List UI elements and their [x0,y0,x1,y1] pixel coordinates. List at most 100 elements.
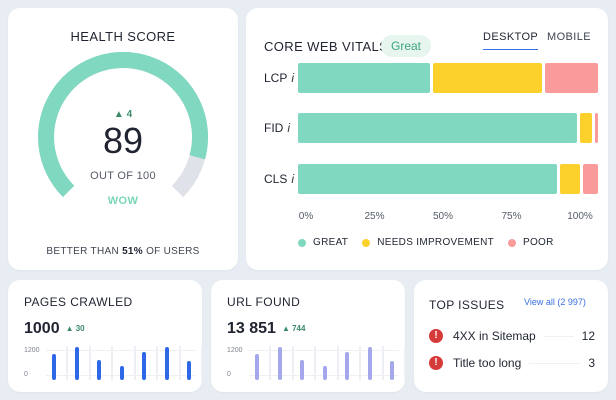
cwv-segment [595,113,598,143]
grid-line [46,350,196,351]
chart-bar [164,347,169,380]
comparison-suffix: OF USERS [142,246,200,257]
cwv-legend: GREAT NEEDS IMPROVEMENT POOR [298,237,554,248]
issue-divider [529,362,581,364]
chart-gap-line [66,346,68,380]
url-found-title: URL FOUND [227,295,301,309]
url-found-number: 13 851 [227,320,276,337]
chart-gap-line [314,346,316,380]
cwv-segment [433,63,543,93]
gauge-fill [38,52,208,198]
error-icon: ! [429,356,443,370]
issue-divider [543,335,574,337]
cwv-bar-fid [298,113,598,143]
chart-gap-line [404,346,406,380]
comparison-percent: 51% [122,246,143,257]
health-gauge [38,52,208,198]
chart-gap-line [133,346,136,380]
cwv-x-tick: 0% [298,211,314,222]
cwv-metric-name: CLS [264,172,288,186]
cwv-metric-name: FID [264,121,284,135]
url-found-delta-value: 744 [292,324,306,333]
cwv-segment [298,113,578,143]
cwv-bar-lcp [298,63,598,93]
urls-y-top: 1200 [227,347,243,354]
chart-bar [345,352,349,380]
legend-dot [508,238,516,247]
legend-label: POOR [523,237,554,248]
chart-bar [255,354,259,380]
cwv-segment [559,164,581,194]
cwv-x-tick: 25% [364,211,385,222]
cwv-metric-name: LCP [264,71,288,85]
chart-gap-line [359,346,361,380]
chart-gap-line [269,346,271,380]
cwv-row-label: LCP i [264,71,294,85]
chart-bar [142,352,146,380]
pages-crawled-title: PAGES CRAWLED [24,295,133,309]
issue-name: Title too long [453,356,522,370]
issue-row[interactable]: ! Title too long 3 [429,354,595,372]
chart-bar [74,346,79,380]
chart-gap-line [178,346,181,380]
tab-desktop[interactable]: DESKTOP [483,31,539,50]
grid-line [249,350,399,351]
health-comparison: BETTER THAN 51% OF USERS [8,246,238,257]
legend-label: GREAT [313,237,349,248]
url-found-value: 13 851 ▲ 744 [227,320,305,338]
chart-bar [300,360,304,380]
chart-bar [52,354,56,380]
cwv-row-label: FID i [264,121,290,135]
chart-bar [322,366,327,380]
chart-bar [277,346,282,380]
cwv-segment [580,113,593,143]
legend-item: POOR [508,237,554,248]
issue-count: 12 [581,329,595,343]
chart-gap-line [291,346,294,380]
pages-crawled-delta: ▲ 30 [65,324,85,333]
cwv-x-tick: 75% [501,211,522,222]
chart-bar [187,361,191,380]
legend-dot [362,238,371,247]
issue-row[interactable]: ! 4XX in Sitemap 12 [429,327,595,345]
cwv-x-tick: 50% [432,211,454,222]
cwv-status-badge: Great [381,35,432,57]
info-icon[interactable]: i [291,172,295,186]
core-web-vitals-card: CORE WEB VITALS Great DESKTOP MOBILE LCP… [246,8,608,270]
info-icon[interactable]: i [291,71,295,85]
cwv-segment [583,164,598,194]
urls-y-bottom: 0 [227,371,231,378]
chart-gap-line [201,346,203,380]
cwv-bar-cls [298,164,598,194]
tab-mobile[interactable]: MOBILE [547,31,591,43]
legend-item: NEEDS IMPROVEMENT [362,237,494,248]
chart-gap-line [336,346,339,380]
health-out-of: OUT OF 100 [90,170,156,182]
url-found-card: URL FOUND 13 851 ▲ 744 1200 0 [211,280,406,392]
comparison-prefix: BETTER THAN [46,246,123,257]
chart-gap-line [381,346,384,380]
pages-y-bottom: 0 [24,371,28,378]
view-all-issues-link[interactable]: View all (2 997) [524,297,586,307]
issue-count: 3 [588,356,595,370]
info-icon[interactable]: i [287,121,291,135]
issue-name: 4XX in Sitemap [453,329,536,343]
chart-gap-line [156,346,158,380]
pages-crawled-card: PAGES CRAWLED 1000 ▲ 30 1200 0 [8,280,203,392]
cwv-row-label: CLS i [264,172,294,186]
cwv-title: CORE WEB VITALS [264,39,389,54]
health-score-card: HEALTH SCORE ▲ 4 89 OUT OF 100 WOW BETTE… [8,8,238,270]
chart-gap-line [88,346,91,380]
cwv-x-tick: 100% [567,211,593,222]
legend-label: NEEDS IMPROVEMENT [377,237,494,248]
legend-item: GREAT [298,237,348,248]
chart-bar [367,347,372,380]
cwv-segment [298,164,557,194]
cwv-segment [545,63,598,93]
health-delta: ▲ 4 [113,109,133,120]
health-rating-label: WOW [107,195,139,207]
error-icon: ! [429,329,443,343]
top-issues-title: TOP ISSUES [429,298,505,312]
pages-crawled-delta-value: 30 [75,324,85,333]
pages-y-top: 1200 [24,347,40,354]
